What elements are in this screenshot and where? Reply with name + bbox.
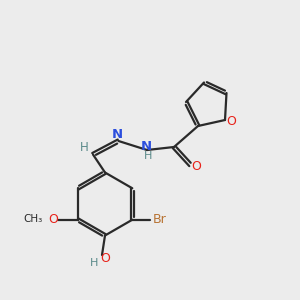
Text: H: H	[144, 151, 153, 161]
Text: O: O	[226, 115, 236, 128]
Text: O: O	[191, 160, 201, 173]
Text: CH₃: CH₃	[23, 214, 42, 224]
Text: Br: Br	[153, 213, 167, 226]
Text: H: H	[90, 257, 99, 268]
Text: O: O	[100, 251, 110, 265]
Text: H: H	[80, 141, 89, 154]
Text: N: N	[111, 128, 123, 142]
Text: O: O	[48, 213, 58, 226]
Text: N: N	[141, 140, 152, 153]
